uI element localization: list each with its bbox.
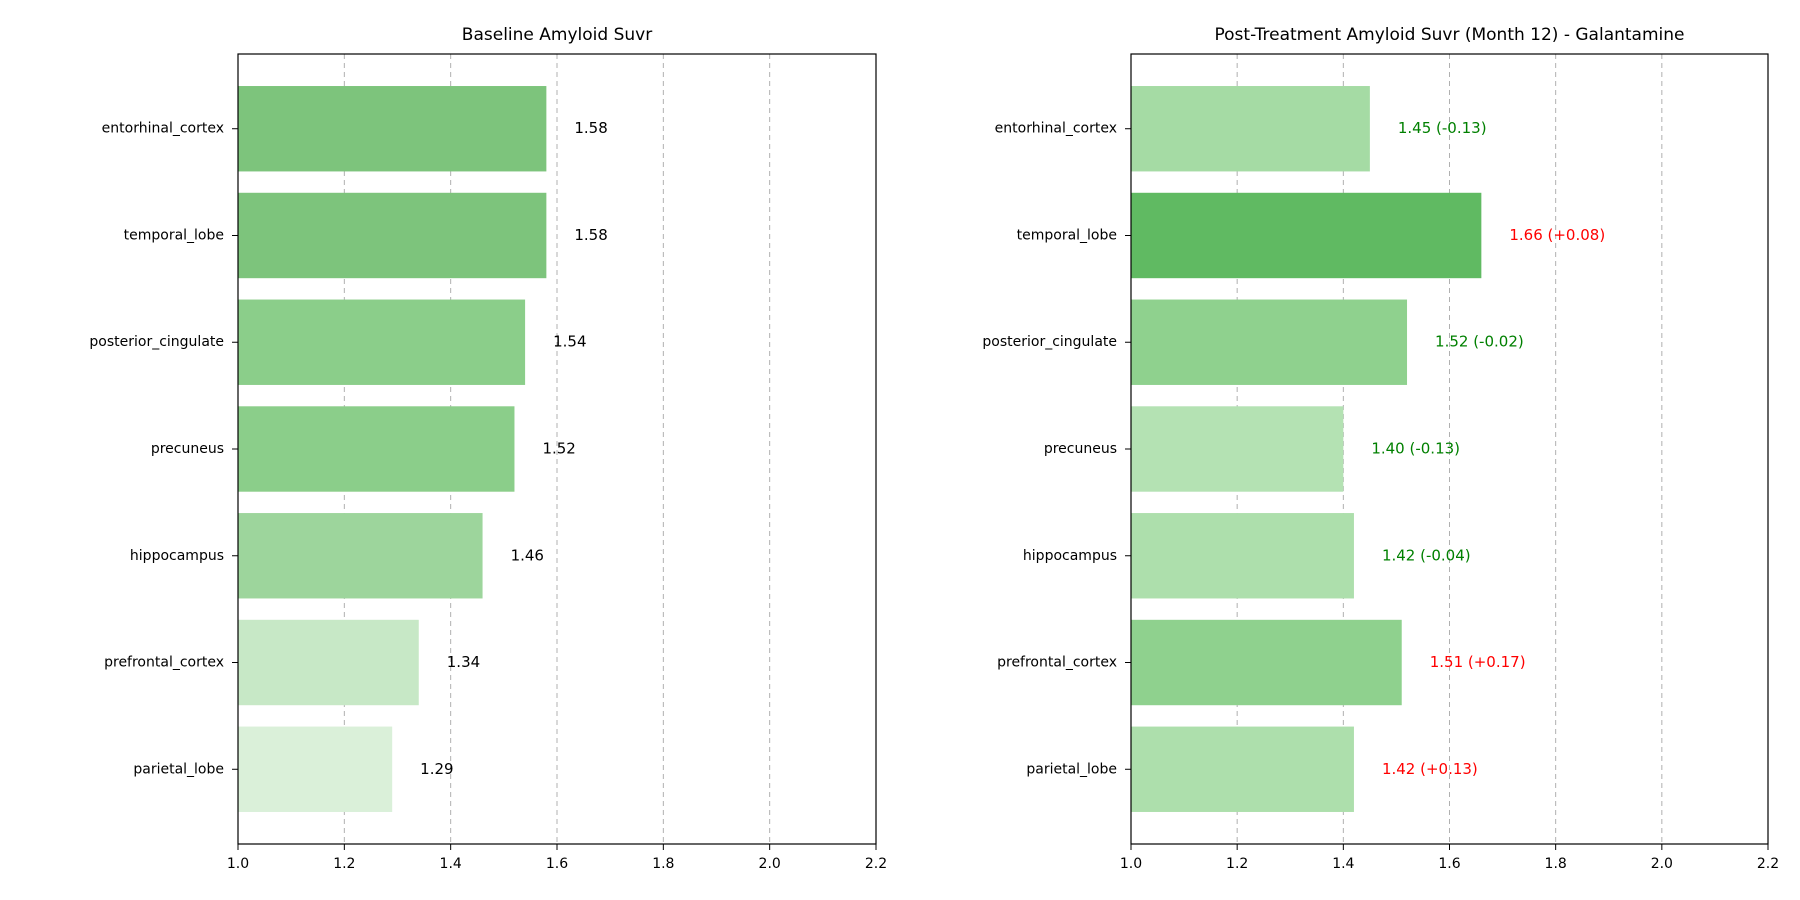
bar-hippocampus [1131, 513, 1354, 599]
bar-prefrontal-cortex [1131, 619, 1402, 706]
bar-value-label: 1.42 (+0.13) [1382, 760, 1478, 778]
x-tick-label: 1.8 [1545, 856, 1567, 872]
x-tick-label: 2.2 [865, 856, 887, 872]
category-label: precuneus [151, 441, 224, 457]
category-label: hippocampus [1023, 548, 1117, 564]
category-label: posterior_cingulate [89, 334, 224, 350]
x-tick-label: 2.2 [1757, 856, 1779, 872]
category-label: posterior_cingulate [982, 334, 1117, 350]
bar-entorhinal-cortex [1131, 86, 1370, 172]
x-tick-label: 1.6 [546, 856, 568, 872]
bar-precuneus [1131, 406, 1344, 492]
bar-temporal-lobe [1131, 192, 1482, 279]
bar-value-label: 1.45 (-0.13) [1398, 119, 1487, 137]
x-tick-label: 2.0 [1651, 856, 1673, 872]
bar-value-label: 1.51 (+0.17) [1430, 653, 1526, 671]
category-label: precuneus [1044, 441, 1117, 457]
bar-value-label: 1.46 [511, 546, 544, 564]
bar-value-label: 1.34 [447, 653, 480, 671]
bar-value-label: 1.29 [420, 760, 453, 778]
x-tick-label: 1.0 [1120, 856, 1142, 872]
x-tick-label: 1.0 [227, 856, 249, 872]
category-label: prefrontal_cortex [104, 655, 224, 671]
bar-parietal-lobe [1131, 726, 1354, 812]
x-tick-label: 1.4 [1332, 856, 1354, 872]
category-label: entorhinal_cortex [995, 121, 1117, 137]
bar-posterior-cingulate [238, 299, 526, 385]
bar-hippocampus [238, 513, 483, 599]
x-tick-label: 1.2 [333, 856, 355, 872]
bar-temporal-lobe [238, 192, 547, 279]
category-label: parietal_lobe [1026, 761, 1117, 777]
chart-title: Post-Treatment Amyloid Suvr (Month 12) -… [1215, 25, 1685, 45]
category-label: entorhinal_cortex [102, 121, 224, 137]
category-label: temporal_lobe [124, 227, 224, 243]
bar-value-label: 1.54 [553, 333, 586, 351]
bar-precuneus [238, 406, 515, 492]
baseline-chart: 1.58 entorhinal_cortex 1.58 temporal_lobe 1.… [89, 25, 887, 872]
x-tick-label: 1.2 [1226, 856, 1248, 872]
post-treatment-chart: 1.45 (-0.13) entorhinal_cortex 1.66 (+0.08… [982, 25, 1779, 872]
category-label: temporal_lobe [1017, 227, 1117, 243]
category-label: parietal_lobe [133, 761, 224, 777]
bar-posterior-cingulate [1131, 299, 1408, 385]
x-tick-label: 1.4 [440, 856, 462, 872]
category-label: prefrontal_cortex [997, 655, 1117, 671]
bar-value-label: 1.58 [574, 119, 607, 137]
bar-parietal-lobe [238, 726, 393, 812]
bar-entorhinal-cortex [238, 86, 547, 172]
x-tick-label: 1.8 [652, 856, 674, 872]
bar-value-label: 1.52 [542, 440, 575, 458]
bar-value-label: 1.42 (-0.04) [1382, 546, 1471, 564]
bar-value-label: 1.66 (+0.08) [1509, 226, 1605, 244]
chart-title: Baseline Amyloid Suvr [462, 25, 652, 45]
category-label: hippocampus [130, 548, 224, 564]
bar-prefrontal-cortex [238, 619, 419, 706]
bar-value-label: 1.40 (-0.13) [1371, 440, 1460, 458]
x-tick-label: 2.0 [759, 856, 781, 872]
bar-value-label: 1.58 [574, 226, 607, 244]
x-tick-label: 1.6 [1438, 856, 1460, 872]
bar-value-label: 1.52 (-0.02) [1435, 333, 1524, 351]
